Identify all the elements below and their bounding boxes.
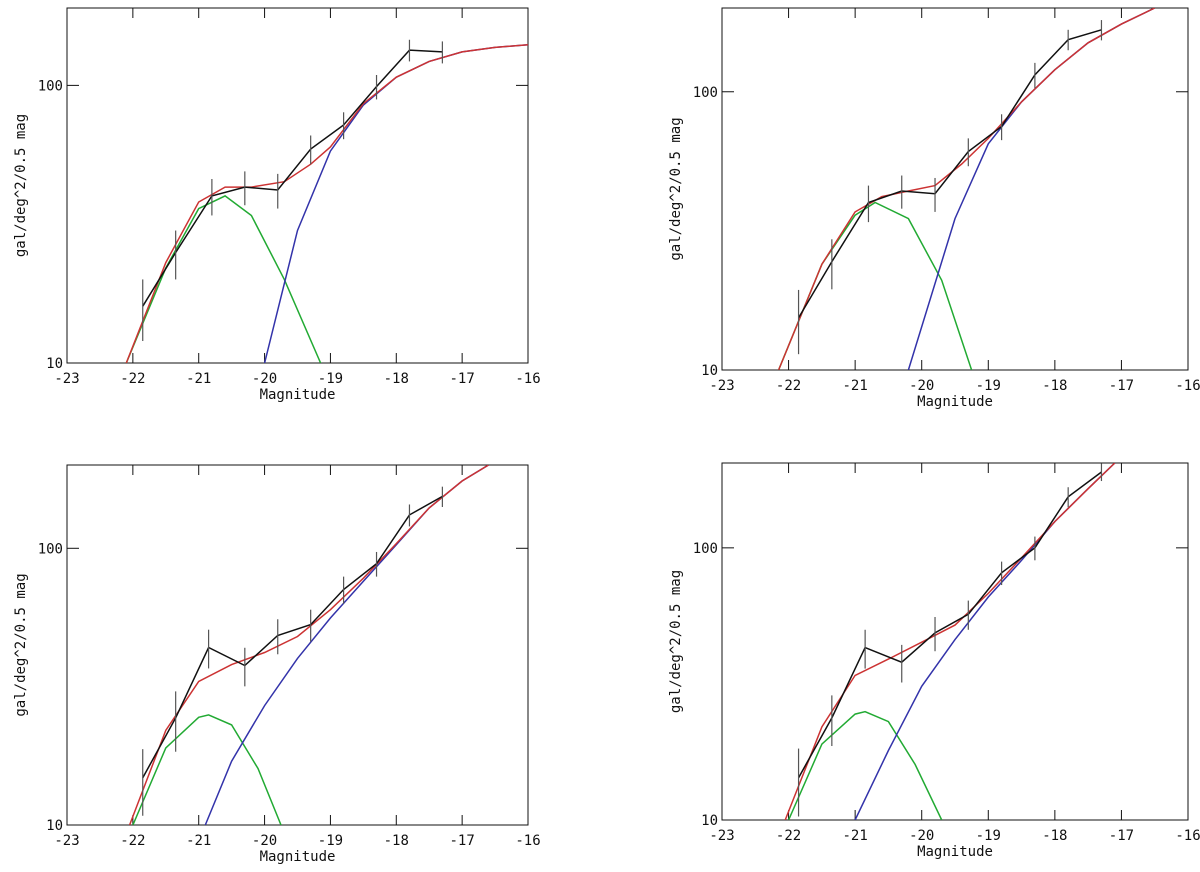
line <box>125 195 322 363</box>
x-tick-label: -20 <box>252 371 277 387</box>
x-tick-label: -22 <box>120 371 145 387</box>
x-tick-label: -19 <box>976 828 1001 844</box>
x-tick-label: -20 <box>252 833 277 849</box>
line <box>125 44 528 363</box>
x-tick-label: -17 <box>1109 378 1134 394</box>
x-tick-label: -19 <box>976 378 1001 394</box>
line <box>907 8 1156 370</box>
x-tick-label: -18 <box>384 371 409 387</box>
x-tick-label: -20 <box>909 828 934 844</box>
plot-frame <box>721 7 1189 371</box>
plot-frame <box>66 7 529 364</box>
x-tick-label: -21 <box>186 371 211 387</box>
x-tick-label: -23 <box>709 828 734 844</box>
x-tick-label: -19 <box>318 371 343 387</box>
x-tick-label: -21 <box>842 378 867 394</box>
y-tick-label: 100 <box>38 541 63 557</box>
line <box>128 465 489 825</box>
line <box>142 49 443 307</box>
x-tick-label: -23 <box>709 378 734 394</box>
x-tick-label: -22 <box>776 378 801 394</box>
x-tick-label: -19 <box>318 833 343 849</box>
y-tick-label: 100 <box>693 541 718 557</box>
x-tick-label: -21 <box>842 828 867 844</box>
x-tick-label: -18 <box>384 833 409 849</box>
series-group <box>128 465 489 825</box>
panel: -23 -22 -21 -20 -19 -18 -17 -16 10 100 Magnitude ga… <box>13 7 541 403</box>
series-group <box>777 8 1156 370</box>
plot-frame <box>66 464 529 826</box>
line <box>787 710 943 820</box>
x-tick-label: -23 <box>54 833 79 849</box>
x-tick-label: -18 <box>1042 378 1067 394</box>
x-tick-label: -22 <box>776 828 801 844</box>
x-axis-label: Magnitude <box>260 387 336 403</box>
x-tick-label: -20 <box>909 378 934 394</box>
y-tick-label: 100 <box>693 85 718 101</box>
line <box>142 495 443 779</box>
x-tick-label: -22 <box>120 833 145 849</box>
x-tick-label: -18 <box>1042 828 1067 844</box>
series-group <box>784 463 1116 820</box>
x-tick-label: -17 <box>449 833 474 849</box>
x-tick-label: -17 <box>449 371 474 387</box>
y-tick-label: 10 <box>701 813 718 829</box>
y-axis-label: gal/deg^2/0.5 mag <box>668 117 684 260</box>
x-axis-label: Magnitude <box>260 849 336 865</box>
line <box>777 8 1156 370</box>
line <box>132 714 282 825</box>
y-axis-label: gal/deg^2/0.5 mag <box>13 114 29 257</box>
panel: -23 -22 -21 -20 -19 -18 -17 -16 10 100 Magnitude ga… <box>668 7 1200 410</box>
y-tick-label: 10 <box>46 356 63 372</box>
line <box>797 29 1102 319</box>
x-tick-label: -16 <box>1175 378 1200 394</box>
x-tick-label: -16 <box>1175 828 1200 844</box>
y-tick-label: 10 <box>701 363 718 379</box>
y-axis-label: gal/deg^2/0.5 mag <box>668 570 684 713</box>
y-axis-label: gal/deg^2/0.5 mag <box>13 573 29 716</box>
x-axis-label: Magnitude <box>917 844 993 860</box>
line <box>854 463 1116 820</box>
x-tick-label: -16 <box>515 371 540 387</box>
panel: -23 -22 -21 -20 -19 -18 -17 -16 10 100 Magnitude ga… <box>668 462 1200 860</box>
x-tick-label: -21 <box>186 833 211 849</box>
plot-frame <box>721 462 1189 821</box>
x-axis-label: Magnitude <box>917 394 993 410</box>
line <box>263 44 528 363</box>
line <box>777 201 973 370</box>
line <box>204 465 489 825</box>
y-tick-label: 100 <box>38 78 63 94</box>
panel: -23 -22 -21 -20 -19 -18 -17 -16 10 100 Magnitude ga… <box>13 464 541 865</box>
x-tick-label: -16 <box>515 833 540 849</box>
series-group <box>125 39 528 363</box>
line <box>784 463 1116 820</box>
line <box>797 471 1102 779</box>
x-tick-label: -17 <box>1109 828 1134 844</box>
x-tick-label: -23 <box>54 371 79 387</box>
y-tick-label: 10 <box>46 818 63 834</box>
